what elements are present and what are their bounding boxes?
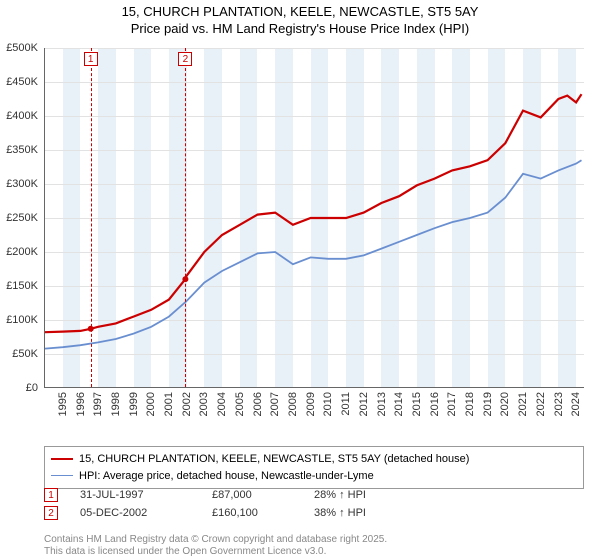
x-tick-label: 2011 xyxy=(340,392,352,416)
footer-line1: Contains HM Land Registry data © Crown c… xyxy=(44,534,584,546)
y-tick-label: £100K xyxy=(6,314,38,326)
x-tick-label: 1996 xyxy=(75,392,87,416)
x-tick-label: 2012 xyxy=(358,392,370,416)
x-tick-label: 2015 xyxy=(411,392,423,416)
x-tick-label: 2013 xyxy=(376,392,388,416)
x-tick-label: 1999 xyxy=(128,392,140,416)
x-tick-label: 1998 xyxy=(110,392,122,416)
chart-container: 15, CHURCH PLANTATION, KEELE, NEWCASTLE,… xyxy=(0,0,600,560)
x-tick-label: 2007 xyxy=(269,392,281,416)
event-marker-line xyxy=(91,48,92,387)
event-row: 1 31-JUL-1997 £87,000 28% ↑ HPI xyxy=(44,486,584,504)
x-tick-label: 2009 xyxy=(305,392,317,416)
y-tick-label: £350K xyxy=(6,144,38,156)
footer-line2: This data is licensed under the Open Gov… xyxy=(44,546,584,558)
x-tick-label: 2006 xyxy=(252,392,264,416)
y-tick-label: £50K xyxy=(12,348,38,360)
x-tick-label: 2018 xyxy=(464,392,476,416)
y-tick-label: £400K xyxy=(6,110,38,122)
x-tick-label: 2019 xyxy=(482,392,494,416)
title-line1: 15, CHURCH PLANTATION, KEELE, NEWCASTLE,… xyxy=(10,4,590,21)
x-tick-label: 2008 xyxy=(287,392,299,416)
chart-area: 12 1995199619971998199920002001200220032… xyxy=(44,48,584,406)
event-price: £160,100 xyxy=(212,507,292,519)
x-tick-label: 2003 xyxy=(198,392,210,416)
x-tick-label: 2020 xyxy=(499,392,511,416)
y-tick-label: £450K xyxy=(6,76,38,88)
event-number-box: 2 xyxy=(44,506,58,520)
x-tick-label: 1997 xyxy=(92,392,104,416)
y-tick-label: £500K xyxy=(6,42,38,54)
x-tick-label: 2023 xyxy=(553,392,565,416)
legend-label: HPI: Average price, detached house, Newc… xyxy=(79,468,374,485)
x-tick-label: 2014 xyxy=(393,392,405,416)
event-marker-box: 1 xyxy=(84,52,98,66)
legend-swatch xyxy=(51,458,73,460)
event-date: 05-DEC-2002 xyxy=(80,507,190,519)
y-tick-label: £300K xyxy=(6,178,38,190)
event-row: 2 05-DEC-2002 £160,100 38% ↑ HPI xyxy=(44,504,584,522)
x-tick-label: 2000 xyxy=(145,392,157,416)
legend: 15, CHURCH PLANTATION, KEELE, NEWCASTLE,… xyxy=(44,446,584,489)
event-hpi: 28% ↑ HPI xyxy=(314,489,366,501)
event-date: 31-JUL-1997 xyxy=(80,489,190,501)
x-tick-label: 2017 xyxy=(446,392,458,416)
x-tick-label: 2001 xyxy=(163,392,175,416)
series-line-property xyxy=(45,94,582,332)
event-marker-box: 2 xyxy=(178,52,192,66)
event-marker-line xyxy=(185,48,186,387)
y-tick-label: £250K xyxy=(6,212,38,224)
x-tick-label: 2022 xyxy=(535,392,547,416)
x-tick-label: 2024 xyxy=(570,392,582,416)
y-tick-label: £200K xyxy=(6,246,38,258)
plot-region: 12 xyxy=(44,48,584,388)
x-tick-label: 2002 xyxy=(181,392,193,416)
x-tick-label: 2004 xyxy=(216,392,228,416)
legend-item: HPI: Average price, detached house, Newc… xyxy=(51,468,577,485)
legend-label: 15, CHURCH PLANTATION, KEELE, NEWCASTLE,… xyxy=(79,451,469,468)
sale-events: 1 31-JUL-1997 £87,000 28% ↑ HPI 2 05-DEC-2002… xyxy=(44,486,584,522)
footer-attribution: Contains HM Land Registry data © Crown c… xyxy=(44,534,584,558)
chart-title: 15, CHURCH PLANTATION, KEELE, NEWCASTLE,… xyxy=(0,0,600,40)
y-tick-label: £0 xyxy=(26,382,38,394)
x-tick-label: 2005 xyxy=(234,392,246,416)
event-number-box: 1 xyxy=(44,488,58,502)
legend-item: 15, CHURCH PLANTATION, KEELE, NEWCASTLE,… xyxy=(51,451,577,468)
x-tick-label: 1995 xyxy=(57,392,69,416)
event-price: £87,000 xyxy=(212,489,292,501)
y-tick-label: £150K xyxy=(6,280,38,292)
line-series-svg xyxy=(45,48,585,388)
title-line2: Price paid vs. HM Land Registry's House … xyxy=(10,21,590,38)
x-tick-label: 2010 xyxy=(322,392,334,416)
event-hpi: 38% ↑ HPI xyxy=(314,507,366,519)
legend-swatch xyxy=(51,475,73,476)
x-tick-label: 2021 xyxy=(517,392,529,416)
x-tick-label: 2016 xyxy=(429,392,441,416)
